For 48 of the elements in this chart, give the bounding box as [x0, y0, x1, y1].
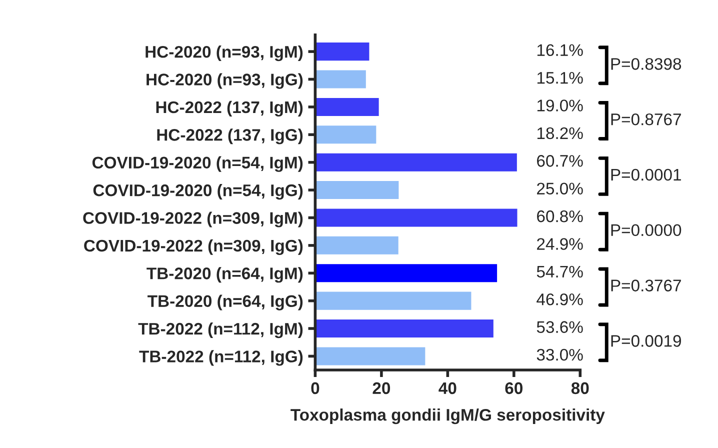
- x-tick-label: 80: [571, 382, 589, 394]
- bar: [315, 292, 472, 310]
- x-tick-label: 60: [505, 382, 522, 394]
- data-label: 19.0%: [537, 100, 583, 112]
- bar: [315, 70, 366, 88]
- data-label: 33.0%: [536, 348, 583, 361]
- bar: [315, 126, 376, 144]
- bar: [315, 347, 426, 366]
- data-label: 15.1%: [537, 72, 583, 84]
- bar: [315, 98, 379, 116]
- text: P=0.8398: [611, 58, 682, 70]
- data-label: 60.8%: [537, 210, 583, 222]
- y-tick-label: COVID-19-2020 (n=54, IgM): [92, 156, 303, 172]
- x-axis-title: Toxoplasma gondii IgM/G seropositivity: [290, 408, 605, 424]
- y-tick-label: COVID-19-2022 (n=309, IgM): [83, 212, 303, 228]
- bar: [315, 236, 398, 254]
- y-tick-label: TB-2022 (n=112, IgM): [138, 322, 303, 338]
- data-label: 60.7%: [537, 155, 583, 167]
- data-label: 53.6%: [536, 321, 583, 333]
- text: P=0.0001: [611, 168, 681, 181]
- data-label: 54.7%: [536, 266, 583, 278]
- y-tick-label: COVID-19-2022 (n=309, IgG): [84, 239, 303, 255]
- data-label: 18.2%: [537, 127, 583, 140]
- text: P=0.0019: [611, 335, 681, 347]
- bar: [315, 264, 498, 282]
- text: P=0.8767: [611, 113, 681, 126]
- bar: [315, 320, 494, 338]
- y-tick-label: HC-2020 (n=93, IgM): [146, 46, 303, 62]
- x-tick-label: 0: [311, 382, 320, 394]
- bar: [315, 181, 399, 200]
- y-tick-label: TB-2022 (n=112, IgG): [139, 350, 303, 366]
- y-tick-label: TB-2020 (n=64, IgM): [146, 267, 303, 283]
- y-tick-label: COVID-19-2020 (n=54, IgG): [93, 184, 303, 200]
- data-label: 46.9%: [536, 293, 583, 306]
- data-label: 25.0%: [537, 182, 583, 195]
- y-tick-label: TB-2020 (n=64, IgG): [148, 294, 303, 310]
- bar: [315, 208, 518, 227]
- x-tick-label: 20: [372, 382, 390, 394]
- data-label: 16.1%: [537, 44, 583, 56]
- y-tick-label: HC-2022 (137, IgG): [157, 128, 303, 144]
- bar: [315, 153, 517, 172]
- text: P=0.0000: [611, 224, 682, 236]
- text: P=0.3767: [611, 280, 681, 292]
- y-tick-label: HC-2022 (137, IgM): [156, 100, 303, 117]
- y-tick-label: HC-2020 (n=93, IgG): [146, 73, 303, 89]
- bar: [315, 42, 370, 61]
- x-tick-label: 40: [438, 382, 456, 394]
- data-label: 24.9%: [537, 238, 583, 250]
